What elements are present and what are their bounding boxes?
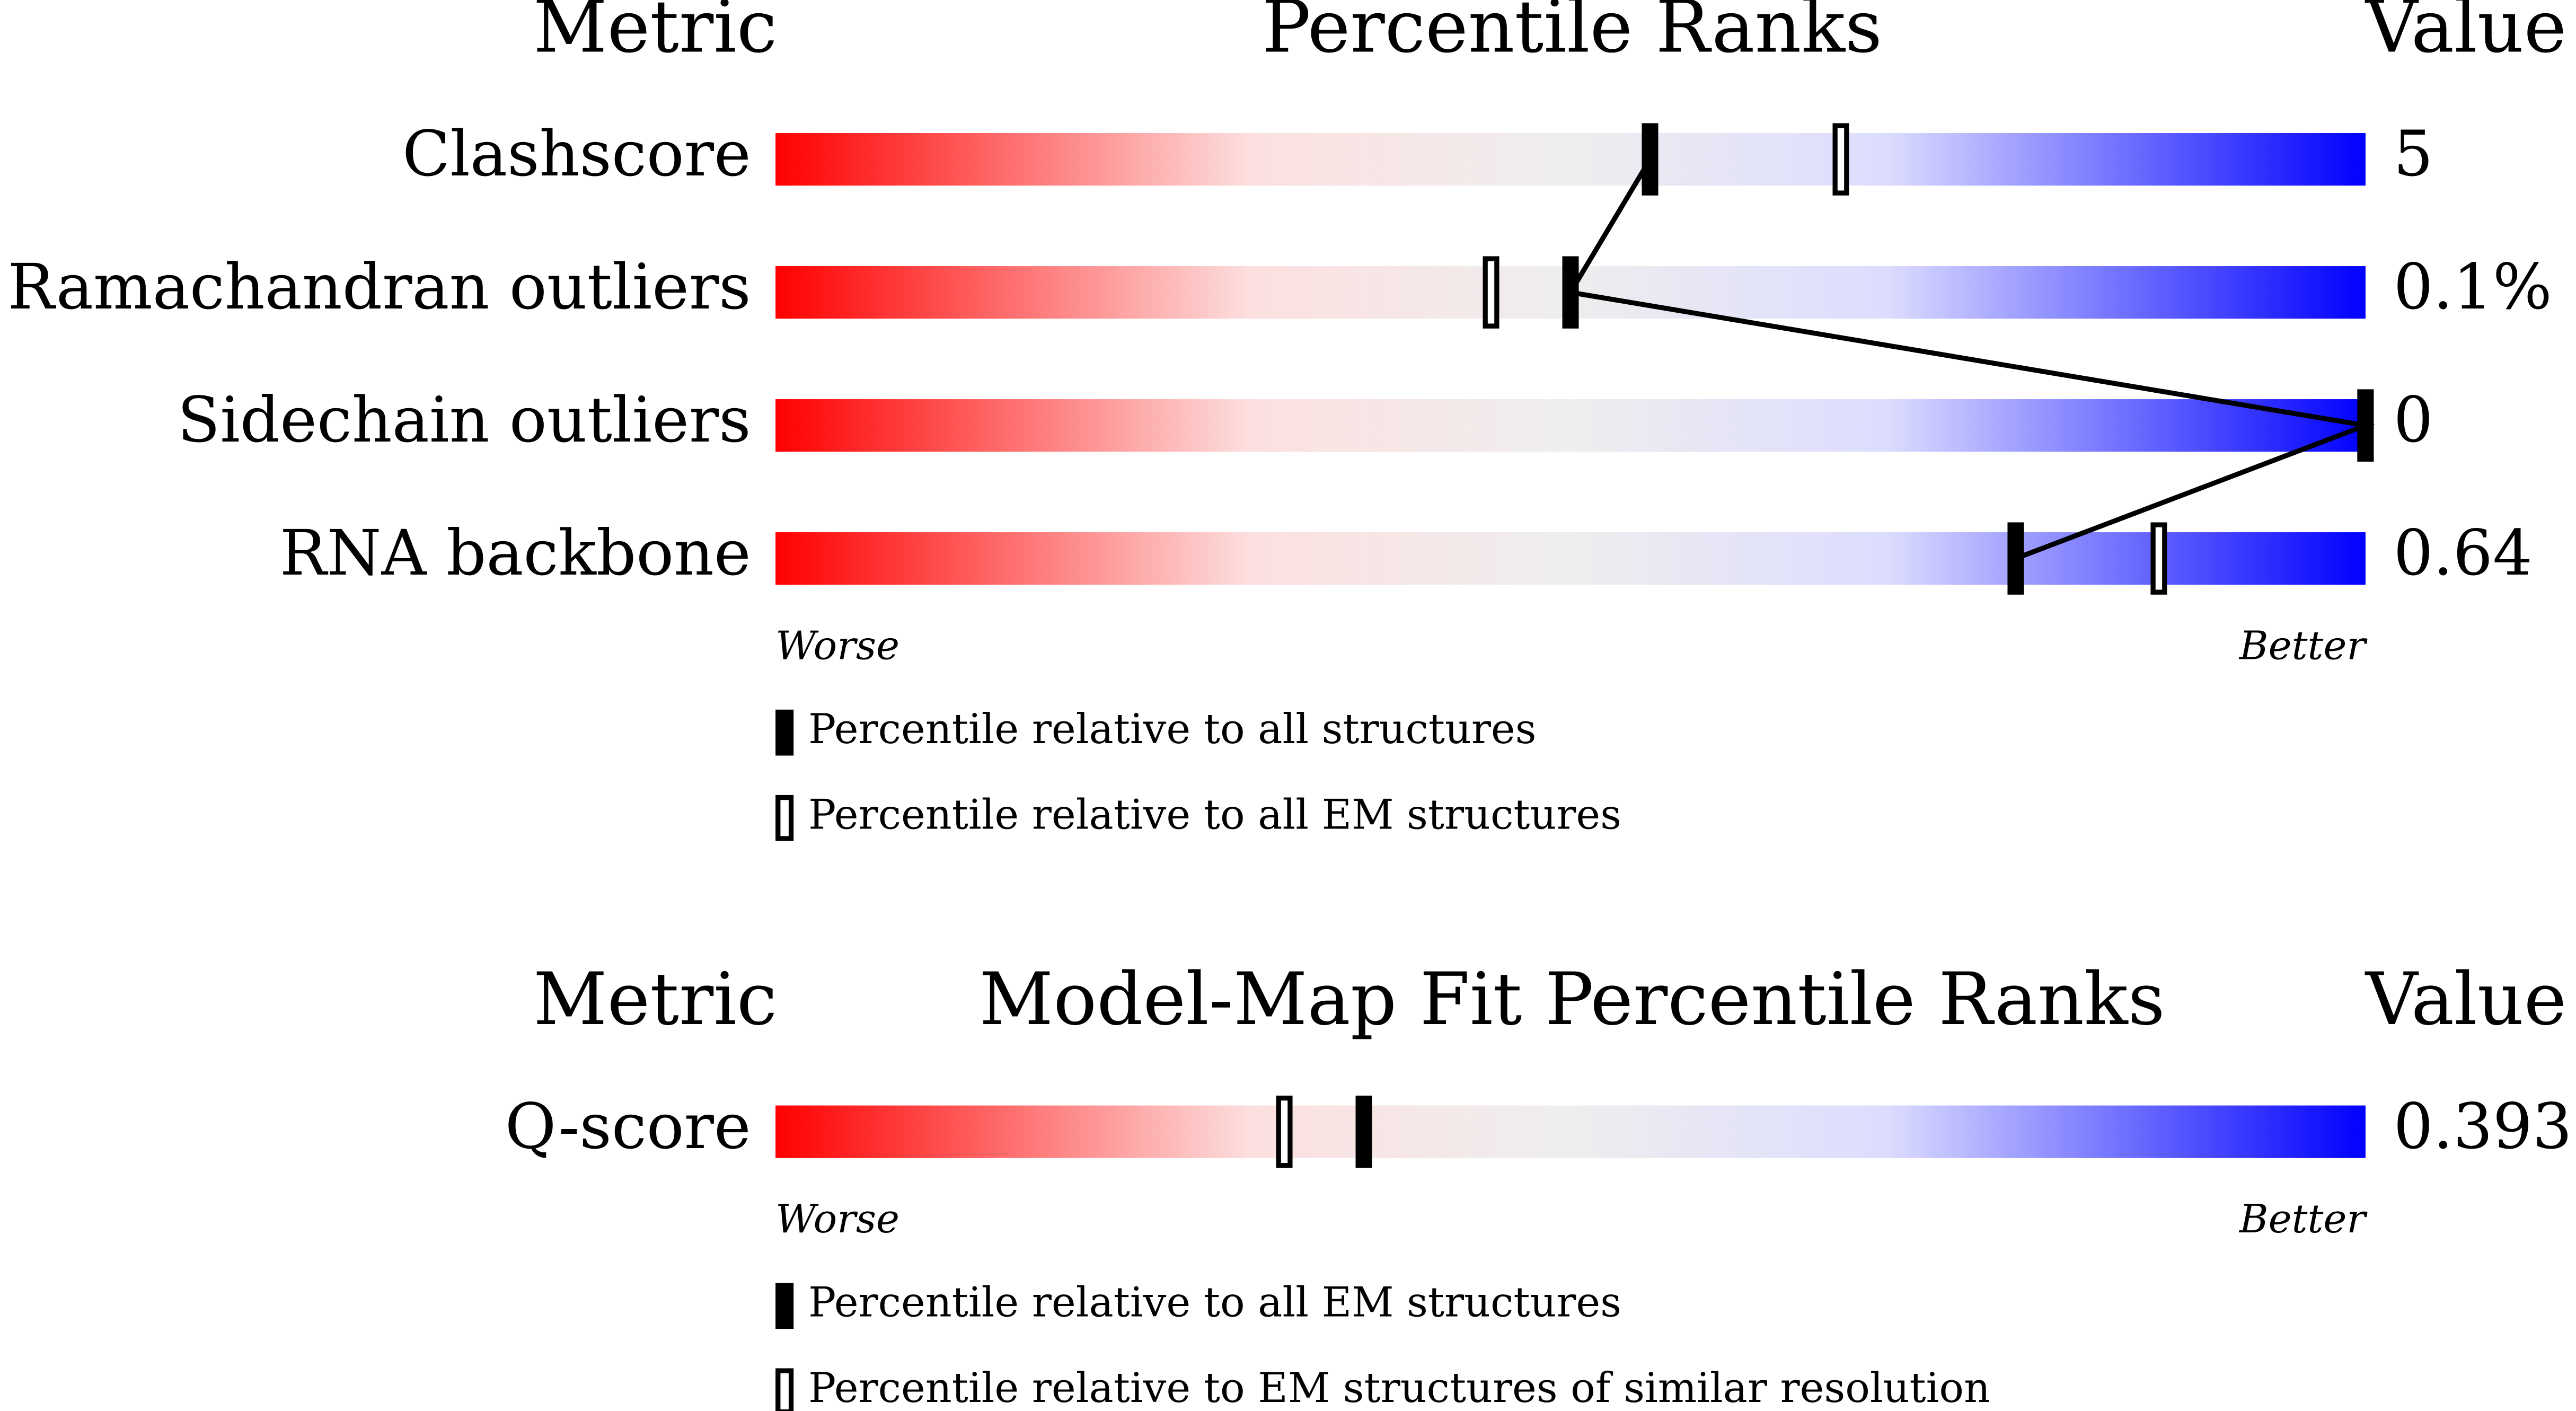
percentile-marker (2007, 522, 2024, 595)
legend-swatch (775, 709, 794, 756)
legend-label: Percentile relative to all structures (808, 706, 1536, 753)
percentile-marker (1355, 1096, 1372, 1168)
legend-swatch-hollow (775, 795, 794, 841)
metric-label: Clashscore (402, 118, 751, 190)
chart-title: Percentile Ranks (1262, 0, 1882, 69)
percentile-marker-hollow (2150, 522, 2167, 595)
legend-swatch (775, 1283, 794, 1329)
connector-line (1566, 158, 2375, 561)
value-header: Value (2365, 957, 2566, 1042)
gradient-bar (775, 133, 2366, 186)
percentile-marker (1642, 123, 1658, 196)
better-label: Better (2238, 623, 2368, 669)
metric-value: 5 (2394, 118, 2433, 190)
metric-value: 0.393 (2394, 1090, 2572, 1163)
gradient-bar (775, 532, 2366, 585)
worse-label: Worse (775, 1196, 899, 1242)
legend-label: Percentile relative to all EM structures (808, 1279, 1621, 1327)
metric-label: RNA backbone (280, 517, 751, 589)
percentile-marker-hollow (1483, 256, 1499, 329)
gradient-bar (775, 1105, 2366, 1158)
metric-value: 0.64 (2394, 517, 2533, 589)
percentile-marker (2357, 389, 2374, 462)
percentile-marker-hollow (1276, 1096, 1293, 1168)
legend-label: Percentile relative to all EM structures (808, 791, 1621, 839)
gradient-bar (775, 399, 2366, 452)
worse-label: Worse (775, 623, 899, 669)
percentile-marker-hollow (1832, 123, 1849, 196)
metric-label: Q-score (505, 1090, 751, 1163)
metric-label: Ramachandran outliers (8, 251, 751, 323)
metric-label: Sidechain outliers (178, 384, 751, 456)
legend-label: Percentile relative to EM structures of … (808, 1364, 1990, 1411)
better-label: Better (2238, 1196, 2368, 1242)
value-header: Value (2365, 0, 2566, 69)
metric-header: Metric (533, 0, 777, 69)
metric-value: 0 (2394, 384, 2433, 456)
percentile-marker (1562, 256, 1579, 329)
legend-swatch-hollow (775, 1368, 794, 1411)
chart-title: Model-Map Fit Percentile Ranks (980, 957, 2165, 1042)
metric-header: Metric (533, 957, 777, 1042)
metric-value: 0.1% (2394, 251, 2552, 323)
